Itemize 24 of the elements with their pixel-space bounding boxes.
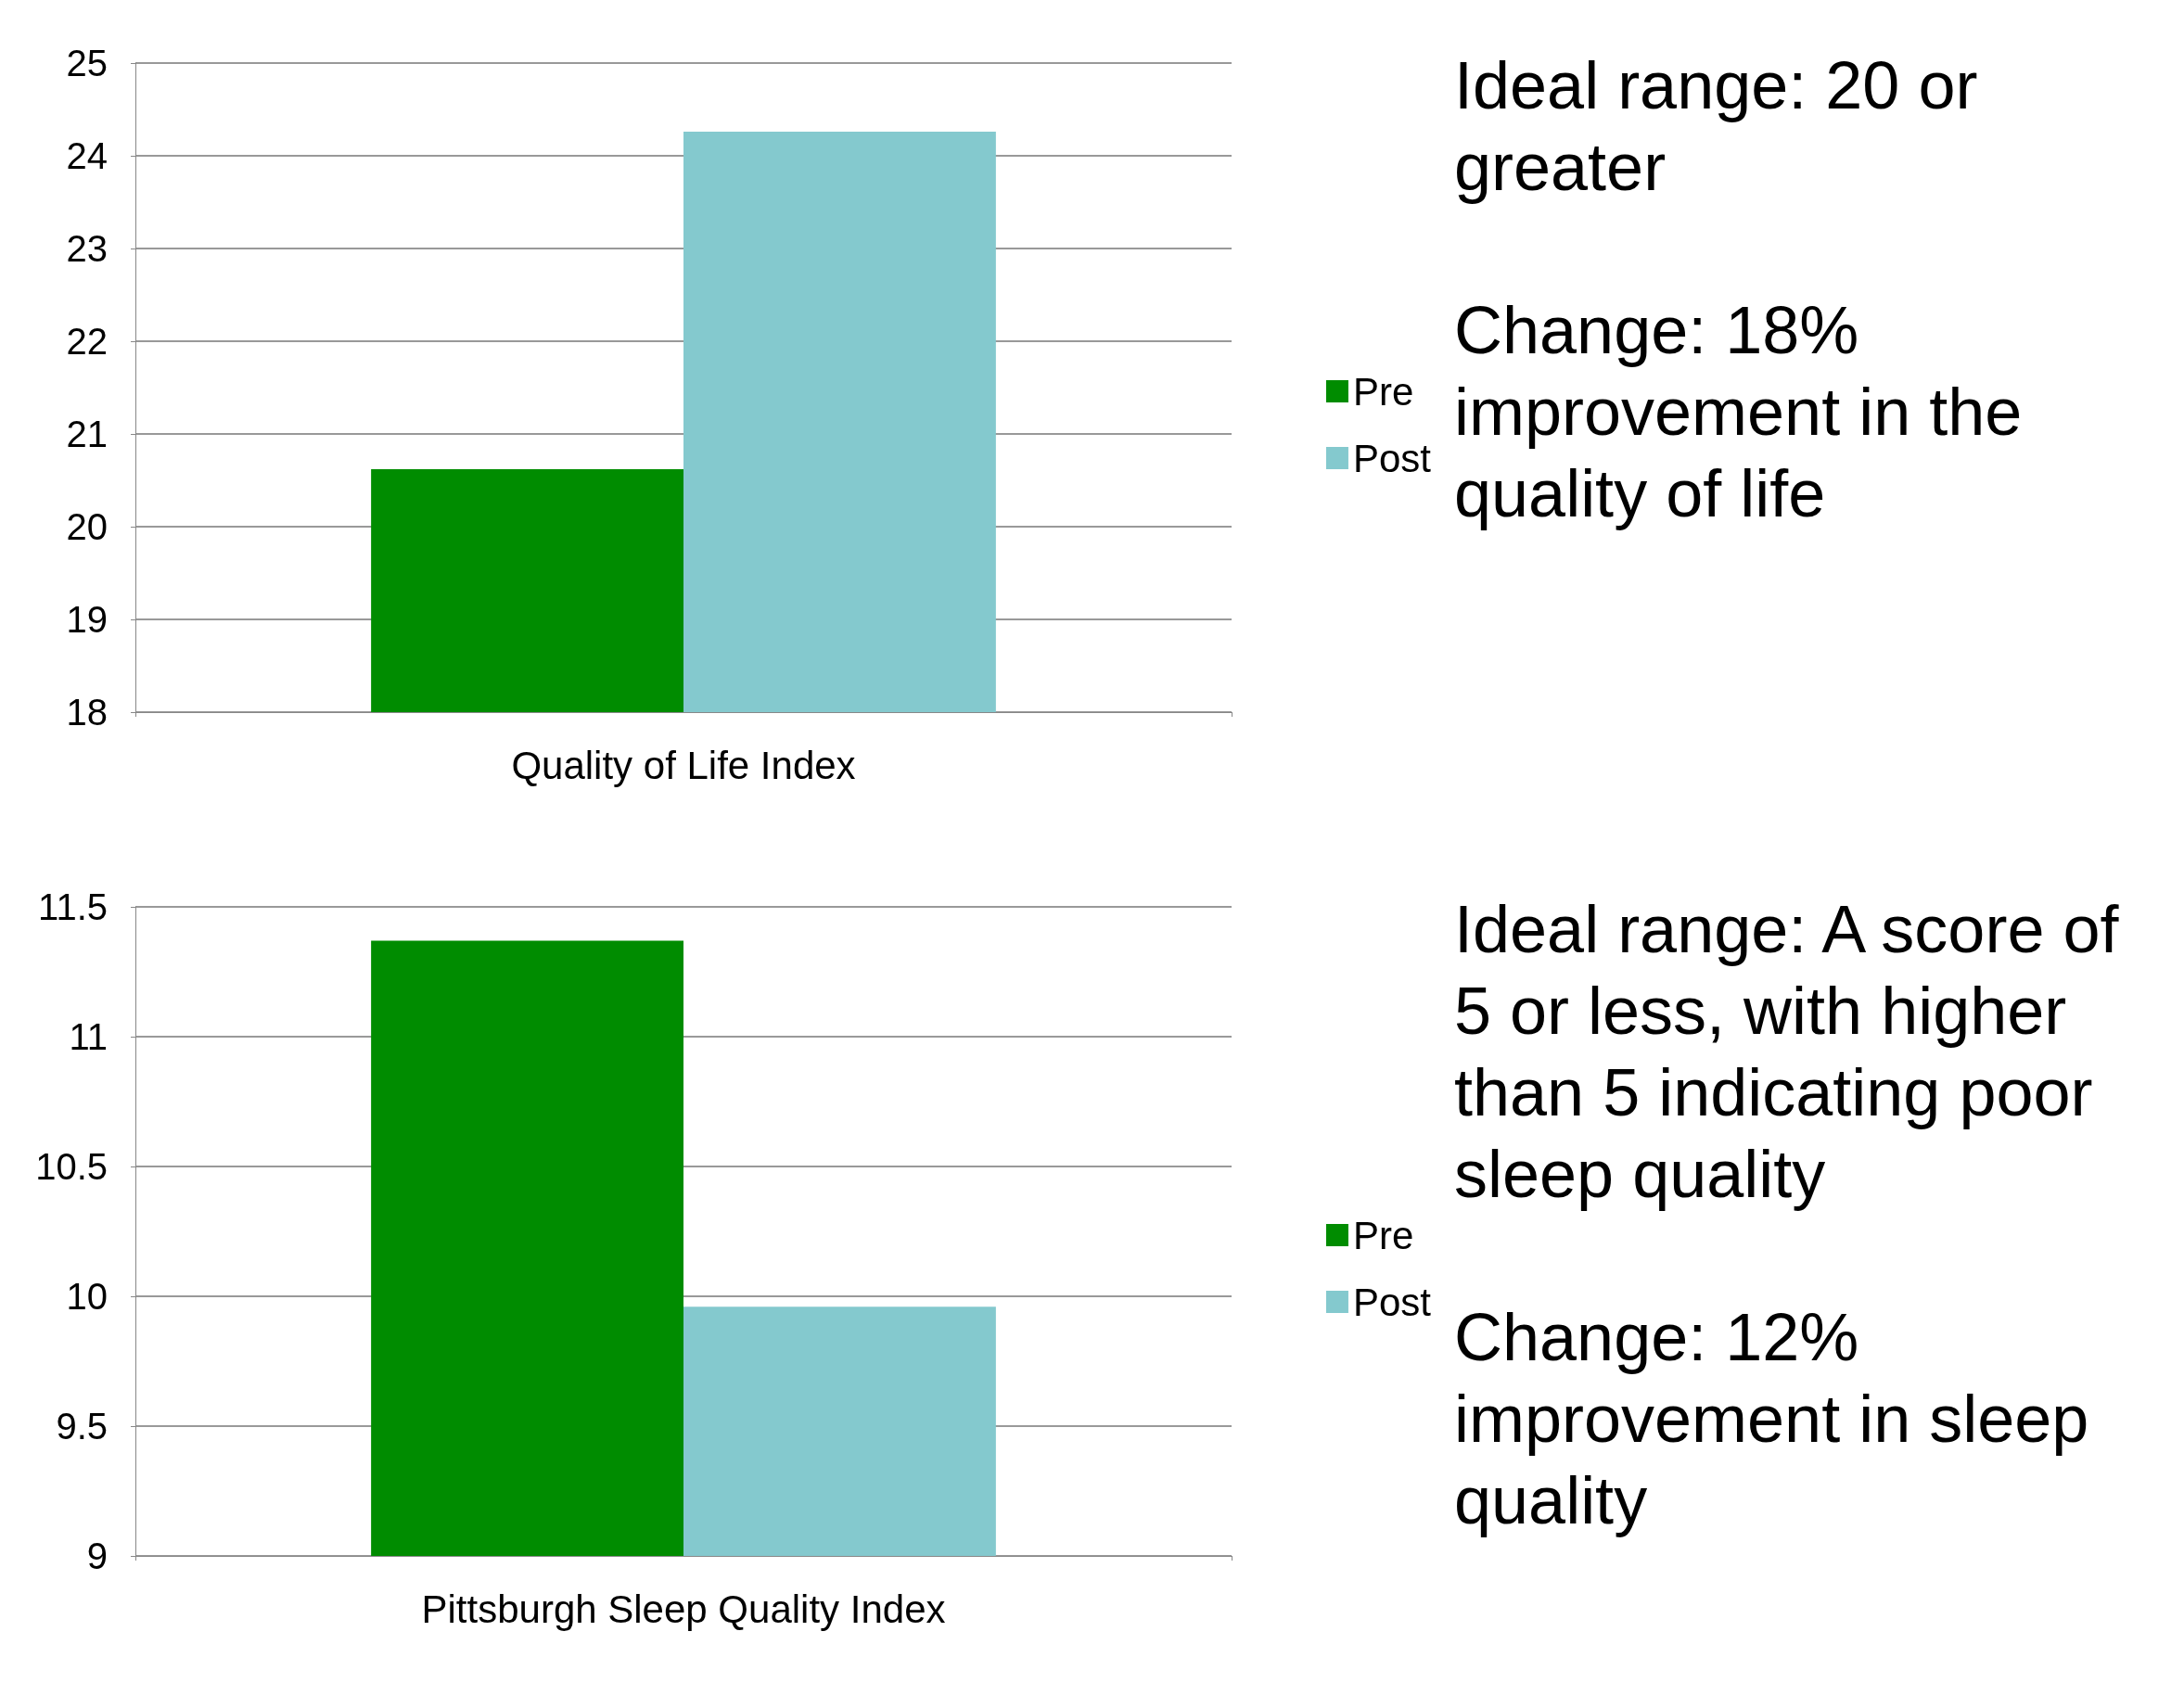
- y-tick-label: 10: [66, 1276, 108, 1317]
- text: Change: 12% improvement in sleep quality: [1454, 1299, 2090, 1539]
- legend-label: Pre: [1352, 369, 1414, 414]
- y-tick-label: 23: [66, 228, 108, 269]
- y-tick-label: 9: [86, 1536, 108, 1576]
- legend-label: Post: [1352, 436, 1432, 480]
- y-tick-label: 18: [66, 692, 108, 733]
- text: Ideal range: A score of 5 or less, with higher than 5 indicating poor sleep quality: [1454, 891, 2120, 1213]
- y-tick-label: 20: [66, 506, 108, 547]
- y-tick-label: 25: [66, 43, 108, 83]
- y-tick-label: 10.5: [35, 1146, 108, 1187]
- y-tick-label: 24: [66, 135, 108, 176]
- x-tick-label: Quality of Life Index: [511, 743, 856, 787]
- text: Ideal range: 20 or greater: [1454, 47, 1979, 206]
- y-tick-label: 19: [66, 599, 108, 640]
- y-tick-label: 11.5: [38, 886, 108, 927]
- legend-label: Pre: [1352, 1213, 1414, 1257]
- y-tick-label: 11: [69, 1016, 108, 1057]
- y-tick-label: 21: [66, 414, 108, 454]
- x-tick-label: Pittsburgh Sleep Quality Index: [421, 1587, 946, 1631]
- y-tick-label: 9.5: [56, 1406, 108, 1447]
- y-tick-label: 22: [66, 321, 108, 362]
- text: Change: 18% improvement in the quality of life: [1454, 292, 2024, 532]
- legend-label: Post: [1352, 1280, 1432, 1324]
